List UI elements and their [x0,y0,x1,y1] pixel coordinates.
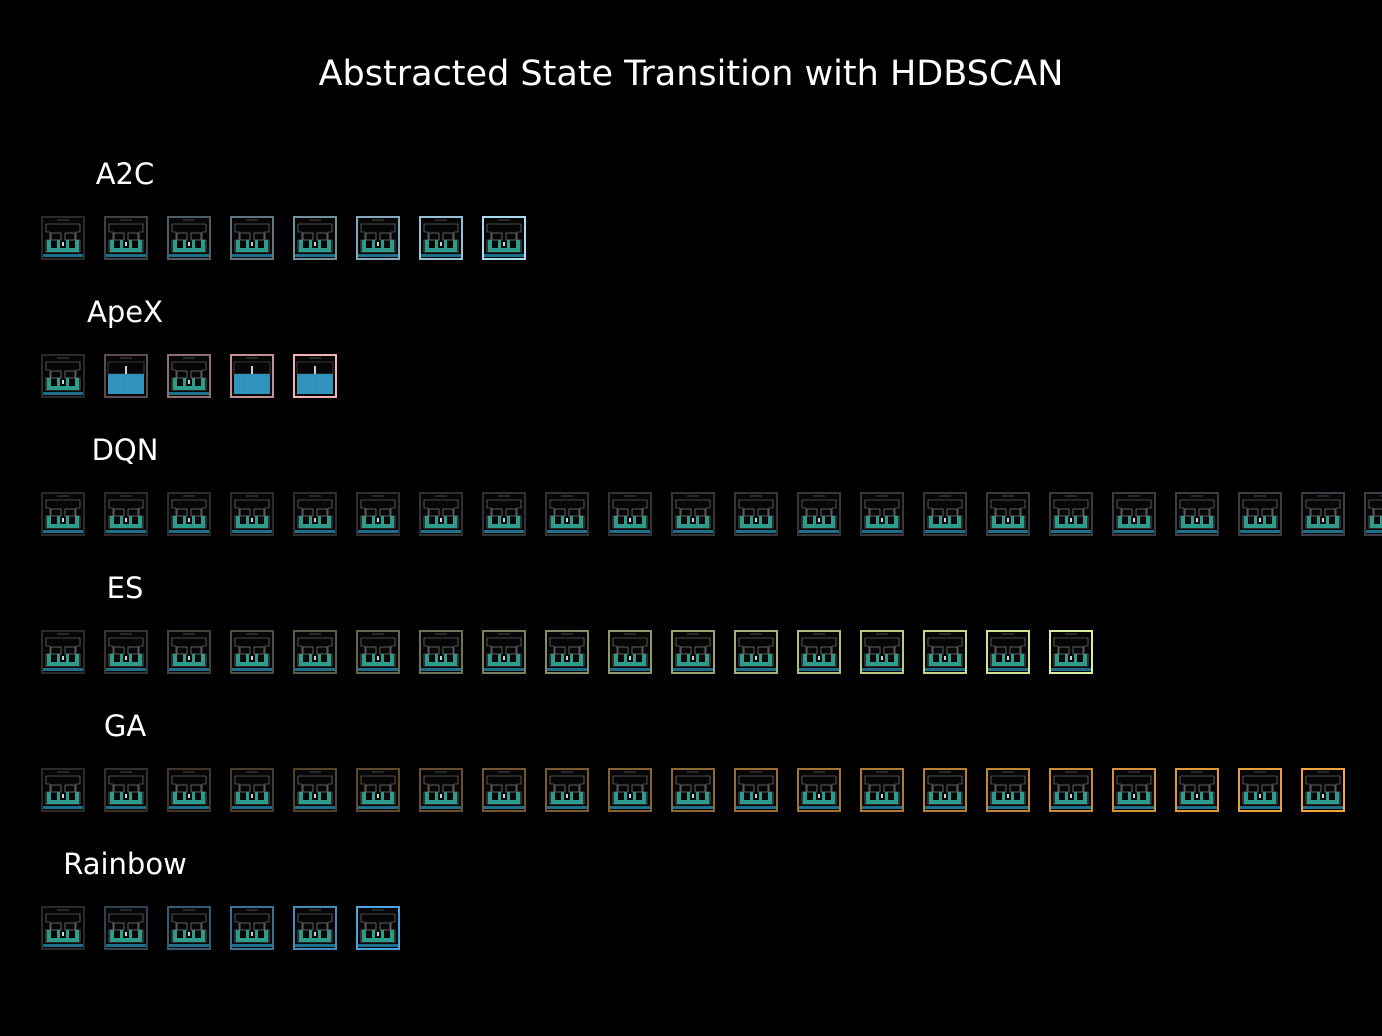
row-apex: ApeX [0,294,1382,414]
frame-strip-dqn [41,492,1382,540]
state-frame-es-12 [734,630,778,674]
state-frame-ga-16 [986,768,1030,812]
state-frame-dqn-21 [1301,492,1345,536]
state-frame-ga-6 [356,768,400,812]
state-frame-dqn-5 [293,492,337,536]
state-frame-apex-5 [293,354,337,398]
state-frame-dqn-6 [356,492,400,536]
state-frame-ga-9 [545,768,589,812]
state-frame-ga-21 [1301,768,1345,812]
state-frame-ga-19 [1175,768,1219,812]
state-frame-dqn-11 [671,492,715,536]
state-frame-ga-20 [1238,768,1282,812]
state-frame-a2c-4 [230,216,274,260]
state-frame-rainbow-4 [230,906,274,950]
state-frame-es-13 [797,630,841,674]
state-frame-ga-14 [860,768,904,812]
state-frame-dqn-13 [797,492,841,536]
state-frame-ga-5 [293,768,337,812]
state-frame-ga-18 [1112,768,1156,812]
frame-strip-apex [41,354,1382,402]
page-title: Abstracted State Transition with HDBSCAN [318,54,1064,94]
state-frame-dqn-8 [482,492,526,536]
state-frame-ga-4 [230,768,274,812]
state-frame-dqn-16 [986,492,1030,536]
row-label-dqn: DQN [91,433,159,467]
state-frame-es-5 [293,630,337,674]
state-frame-ga-11 [671,768,715,812]
state-frame-dqn-4 [230,492,274,536]
state-frame-es-6 [356,630,400,674]
state-frame-a2c-3 [167,216,211,260]
state-frame-es-11 [671,630,715,674]
state-frame-ga-2 [104,768,148,812]
row-rainbow: Rainbow [0,846,1382,966]
state-frame-apex-2 [104,354,148,398]
state-frame-es-9 [545,630,589,674]
state-frame-es-7 [419,630,463,674]
frame-strip-rainbow [41,906,1382,954]
state-frame-a2c-1 [41,216,85,260]
row-dqn: DQN [0,432,1382,552]
state-frame-ga-1 [41,768,85,812]
state-frame-dqn-14 [860,492,904,536]
state-frame-dqn-20 [1238,492,1282,536]
state-frame-dqn-9 [545,492,589,536]
state-frame-dqn-3 [167,492,211,536]
frame-strip-es [41,630,1382,678]
state-frame-rainbow-3 [167,906,211,950]
state-frame-ga-13 [797,768,841,812]
state-frame-es-3 [167,630,211,674]
frame-strip-ga [41,768,1382,816]
state-frame-es-17 [1049,630,1093,674]
state-frame-rainbow-2 [104,906,148,950]
state-frame-rainbow-5 [293,906,337,950]
state-frame-a2c-6 [356,216,400,260]
state-frame-apex-1 [41,354,85,398]
state-frame-ga-15 [923,768,967,812]
row-ga: GA [0,708,1382,828]
state-frame-dqn-2 [104,492,148,536]
row-label-ga: GA [103,709,147,743]
state-frame-rainbow-1 [41,906,85,950]
state-frame-es-1 [41,630,85,674]
state-frame-a2c-5 [293,216,337,260]
state-frame-ga-12 [734,768,778,812]
state-frame-es-2 [104,630,148,674]
state-frame-es-16 [986,630,1030,674]
state-frame-dqn-10 [608,492,652,536]
state-frame-dqn-18 [1112,492,1156,536]
state-frame-es-14 [860,630,904,674]
state-frame-a2c-7 [419,216,463,260]
state-frame-es-10 [608,630,652,674]
row-es: ES [0,570,1382,690]
state-frame-es-15 [923,630,967,674]
state-frame-ga-7 [419,768,463,812]
state-frame-apex-4 [230,354,274,398]
state-frame-a2c-2 [104,216,148,260]
state-frame-dqn-7 [419,492,463,536]
state-frame-ga-8 [482,768,526,812]
frame-strip-a2c [41,216,1382,264]
state-frame-dqn-19 [1175,492,1219,536]
state-frame-es-8 [482,630,526,674]
state-frame-rainbow-6 [356,906,400,950]
state-frame-ga-17 [1049,768,1093,812]
state-frame-es-4 [230,630,274,674]
state-frame-dqn-15 [923,492,967,536]
state-frame-apex-3 [167,354,211,398]
row-label-es: ES [106,571,144,605]
row-label-a2c: A2C [95,157,155,191]
row-label-apex: ApeX [87,295,163,329]
state-frame-ga-10 [608,768,652,812]
state-frame-dqn-1 [41,492,85,536]
row-label-rainbow: Rainbow [63,847,187,881]
state-frame-dqn-12 [734,492,778,536]
state-frame-dqn-17 [1049,492,1093,536]
state-frame-a2c-8 [482,216,526,260]
state-frame-dqn-22 [1364,492,1382,536]
row-a2c: A2C [0,156,1382,276]
state-frame-ga-3 [167,768,211,812]
